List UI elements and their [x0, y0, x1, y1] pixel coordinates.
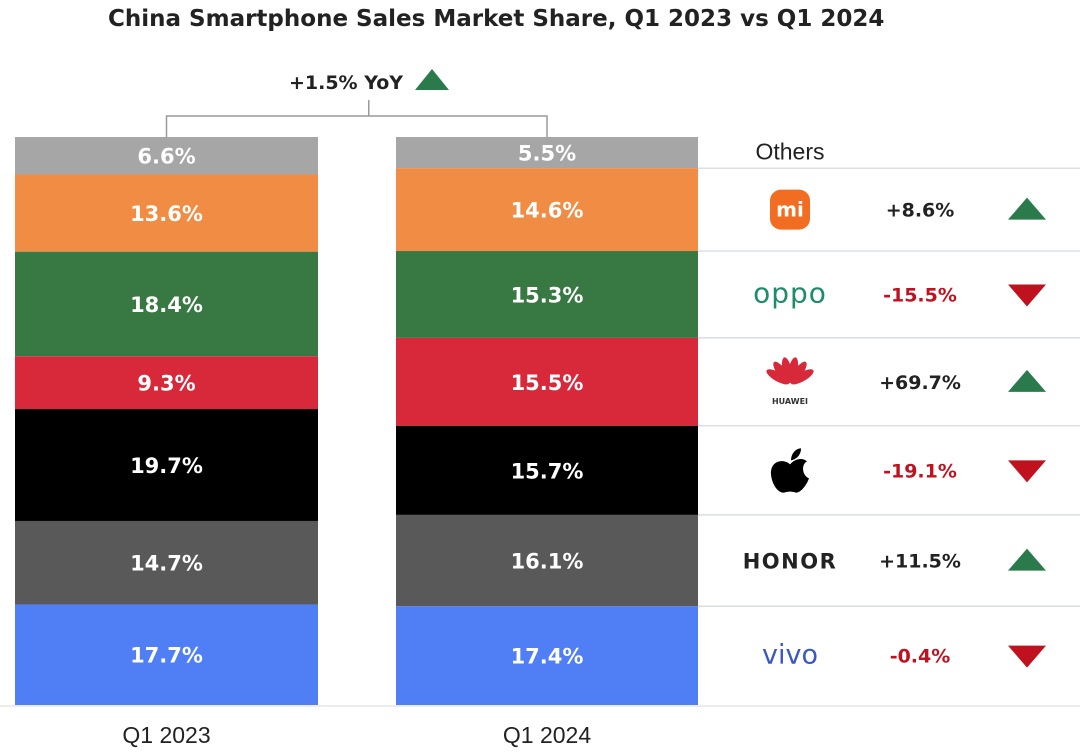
bar-others-q1-2024	[396, 137, 698, 169]
bracket-line	[165, 115, 548, 137]
data-label: 15.5%	[511, 371, 584, 395]
x-tick-label: Q1 2024	[503, 722, 591, 748]
bar-honor-q1-2024	[396, 514, 698, 607]
bar-apple-q1-2023	[15, 409, 318, 521]
bar-huawei-q1-2023	[15, 356, 318, 410]
vivo-logo: vivo	[762, 640, 818, 671]
brand-legend: Others mi +8.6% oppo -15.5% HUAWEI +69.7% -19.1…	[698, 139, 1080, 671]
yoy-change-huawei: +69.7%	[879, 372, 961, 394]
bar-others-q1-2023	[15, 137, 318, 175]
honor-logo: HONOR	[743, 550, 838, 574]
down-arrow-icon	[1008, 645, 1046, 668]
up-arrow-icon	[1008, 197, 1046, 220]
data-label: 16.1%	[511, 550, 584, 574]
apple-logo-icon	[770, 448, 809, 493]
yoy-change-xiaomi: +8.6%	[886, 200, 955, 222]
bar-honor-q1-2023	[15, 520, 318, 605]
x-axis: Q1 2023 Q1 2024	[0, 705, 1080, 748]
oppo-logo: oppo	[753, 276, 827, 309]
down-arrow-icon	[1008, 460, 1046, 483]
yoy-change-vivo: -0.4%	[890, 646, 951, 668]
legend-label-others: Others	[755, 139, 824, 165]
huawei-logo-text: HUAWEI	[772, 397, 808, 406]
data-label: 6.6%	[137, 145, 195, 169]
apple-leaf	[791, 448, 801, 461]
huawei-petal	[790, 369, 814, 385]
yoy-bracket: +1.5% YoY	[165, 69, 548, 137]
bar-apple-q1-2024	[396, 425, 698, 515]
yoy-annotation: +1.5% YoY	[289, 72, 403, 94]
stacked-bars: 6.6% 13.6% 18.4% 9.3% 19.7% 14.7% 17.7% 5.5% 14.…	[15, 137, 698, 705]
yoy-change-honor: +11.5%	[879, 551, 961, 573]
down-arrow-icon	[1008, 284, 1046, 307]
bar-xiaomi-q1-2024	[396, 168, 698, 252]
bar-xiaomi-q1-2023	[15, 174, 318, 252]
x-tick-label: Q1 2023	[122, 722, 210, 748]
apple-body	[770, 458, 809, 493]
xiaomi-logo-text: mi	[776, 198, 804, 222]
bar-huawei-q1-2024	[396, 337, 698, 426]
data-label: 5.5%	[518, 142, 576, 166]
data-label: 15.7%	[511, 459, 584, 483]
data-label: 18.4%	[130, 293, 203, 317]
data-label: 17.7%	[130, 644, 203, 668]
yoy-change-apple: -19.1%	[883, 460, 957, 482]
data-label: 17.4%	[511, 645, 584, 669]
data-label: 15.3%	[511, 283, 584, 307]
bar-oppo-q1-2024	[396, 251, 698, 338]
up-arrow-icon	[1008, 369, 1046, 392]
up-arrow-icon	[415, 69, 449, 90]
up-arrow-icon	[1008, 548, 1046, 571]
yoy-change-oppo: -15.5%	[883, 284, 957, 306]
huawei-logo-icon	[766, 357, 814, 385]
xiaomi-logo-icon	[770, 189, 810, 230]
data-label: 14.6%	[511, 199, 584, 223]
data-label: 14.7%	[130, 552, 203, 576]
bar-vivo-q1-2024	[396, 606, 698, 705]
data-label: 9.3%	[137, 372, 195, 396]
data-label: 19.7%	[130, 454, 203, 478]
bar-oppo-q1-2023	[15, 251, 318, 357]
chart-title: China Smartphone Sales Market Share, Q1 …	[108, 6, 885, 32]
bar-vivo-q1-2023	[15, 604, 318, 705]
data-label: 13.6%	[130, 202, 203, 226]
